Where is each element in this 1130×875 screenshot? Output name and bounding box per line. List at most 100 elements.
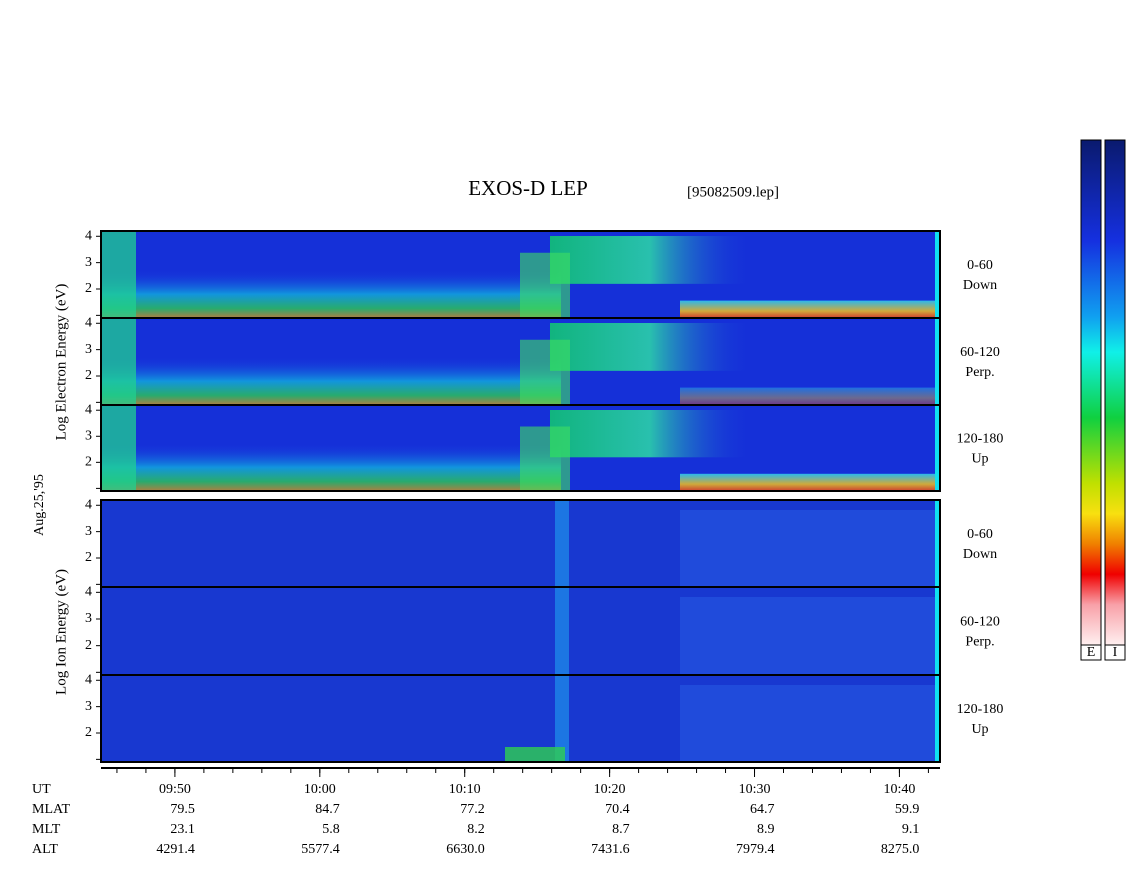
y-tick-label: 3 <box>85 428 92 443</box>
y-tick-label: 2 <box>85 455 92 470</box>
footer-value: 8275.0 <box>881 842 920 857</box>
footer-value: 9.1 <box>902 822 920 837</box>
panel-range: 120-180 <box>957 432 1004 447</box>
panel-direction: Down <box>963 547 997 562</box>
y-tick-label: 4 <box>85 672 92 687</box>
panel-range: 0-60 <box>967 258 993 273</box>
electron-axis-label: Log Electron Energy (eV) <box>53 284 69 441</box>
y-tick-label: 4 <box>85 315 92 330</box>
footer-row-label: ALT <box>32 842 58 857</box>
footer-value: 6630.0 <box>446 842 485 857</box>
colorbar-label-box <box>1080 644 1102 661</box>
spectrogram-texture <box>550 236 750 284</box>
y-tick-label: 2 <box>85 638 92 653</box>
footer-value: 23.1 <box>170 822 195 837</box>
spectrogram-texture <box>550 410 750 458</box>
x-tick-label: 10:40 <box>883 782 915 797</box>
spectrogram-texture <box>101 405 136 491</box>
footer-row-label: MLT <box>32 822 61 837</box>
colorbar <box>1104 139 1126 646</box>
y-tick-label: 3 <box>85 699 92 714</box>
spectrogram-texture <box>101 443 561 491</box>
spectrogram-texture <box>101 318 136 405</box>
x-tick-label: 10:00 <box>304 782 336 797</box>
spectrogram-texture <box>680 510 935 587</box>
spectrogram-texture <box>520 252 570 318</box>
y-tick-label: 4 <box>85 497 92 512</box>
date-label: Aug.25,'95 <box>32 474 47 536</box>
footer-value: 5577.4 <box>301 842 340 857</box>
footer-value: 64.7 <box>750 802 775 817</box>
y-tick-label: 2 <box>85 281 92 296</box>
panel-range: 60-120 <box>960 614 1000 629</box>
x-tick-label: 10:10 <box>449 782 481 797</box>
spectrogram-texture <box>680 597 935 675</box>
panel-frame <box>100 674 941 763</box>
spectrogram-texture <box>520 339 570 405</box>
footer-value: 4291.4 <box>156 842 195 857</box>
y-tick-label: 2 <box>85 725 92 740</box>
panel-edge <box>935 587 940 675</box>
spectrogram-texture <box>555 675 569 762</box>
footer-value: 8.7 <box>612 822 630 837</box>
footer-value: 7979.4 <box>736 842 775 857</box>
spectrogram-texture <box>505 747 565 762</box>
colorbar-label: I <box>1113 645 1118 660</box>
y-tick-label: 2 <box>85 368 92 383</box>
panel-range: 0-60 <box>967 527 993 542</box>
footer-value: 79.5 <box>170 802 195 817</box>
y-tick-label: 3 <box>85 255 92 270</box>
x-tick-label: 10:30 <box>739 782 771 797</box>
footer-value: 7431.6 <box>591 842 630 857</box>
x-tick-label: 10:20 <box>594 782 626 797</box>
footer-value: 77.2 <box>460 802 485 817</box>
panel-edge <box>935 231 940 318</box>
footer-value: 8.2 <box>467 822 485 837</box>
y-tick-label: 3 <box>85 342 92 357</box>
chart-title: EXOS-D LEP <box>468 176 588 200</box>
spectrogram-texture <box>520 426 570 491</box>
panel-direction: Up <box>971 722 988 737</box>
panel-direction: Up <box>971 451 988 466</box>
spectrogram-texture <box>550 323 750 371</box>
footer-row-label: MLAT <box>32 802 71 817</box>
spectrogram-texture <box>680 387 935 405</box>
panel-direction: Down <box>963 278 997 293</box>
spectrogram-texture <box>101 270 561 318</box>
panel-direction: Perp. <box>965 365 994 380</box>
colorbar-label-box <box>1104 644 1126 661</box>
footer-value: 84.7 <box>315 802 340 817</box>
file-label: [95082509.lep] <box>687 184 779 200</box>
spectrogram-background <box>101 500 940 587</box>
colorbar <box>1080 139 1102 646</box>
spectrogram-texture <box>555 587 569 675</box>
panel-range: 120-180 <box>957 702 1004 717</box>
y-tick-label: 4 <box>85 402 92 417</box>
footer-value: 8.9 <box>757 822 775 837</box>
colorbar-label: E <box>1087 645 1096 660</box>
spectrogram-texture <box>101 231 136 318</box>
spectrogram-background <box>101 587 940 675</box>
panel-edge <box>935 318 940 405</box>
y-tick-label: 4 <box>85 585 92 600</box>
y-tick-label: 3 <box>85 611 92 626</box>
y-tick-label: 4 <box>85 228 92 243</box>
panel-edge <box>935 500 940 587</box>
footer-value: 59.9 <box>895 802 920 817</box>
panel-frame <box>100 404 941 492</box>
spectrogram-texture <box>101 357 561 405</box>
y-tick-label: 2 <box>85 550 92 565</box>
panel-edge <box>935 405 940 491</box>
footer-value: 5.8 <box>322 822 340 837</box>
spectrogram-texture <box>680 685 935 762</box>
panel-range: 60-120 <box>960 345 1000 360</box>
ion-axis-label: Log Ion Energy (eV) <box>53 569 69 695</box>
spectrogram-texture <box>555 500 569 587</box>
spectrogram-texture <box>680 300 935 318</box>
footer-row-label: UT <box>32 782 51 797</box>
panel-edge <box>935 675 940 762</box>
y-tick-label: 3 <box>85 524 92 539</box>
x-tick-label: 09:50 <box>159 782 191 797</box>
footer-value: 70.4 <box>605 802 630 817</box>
